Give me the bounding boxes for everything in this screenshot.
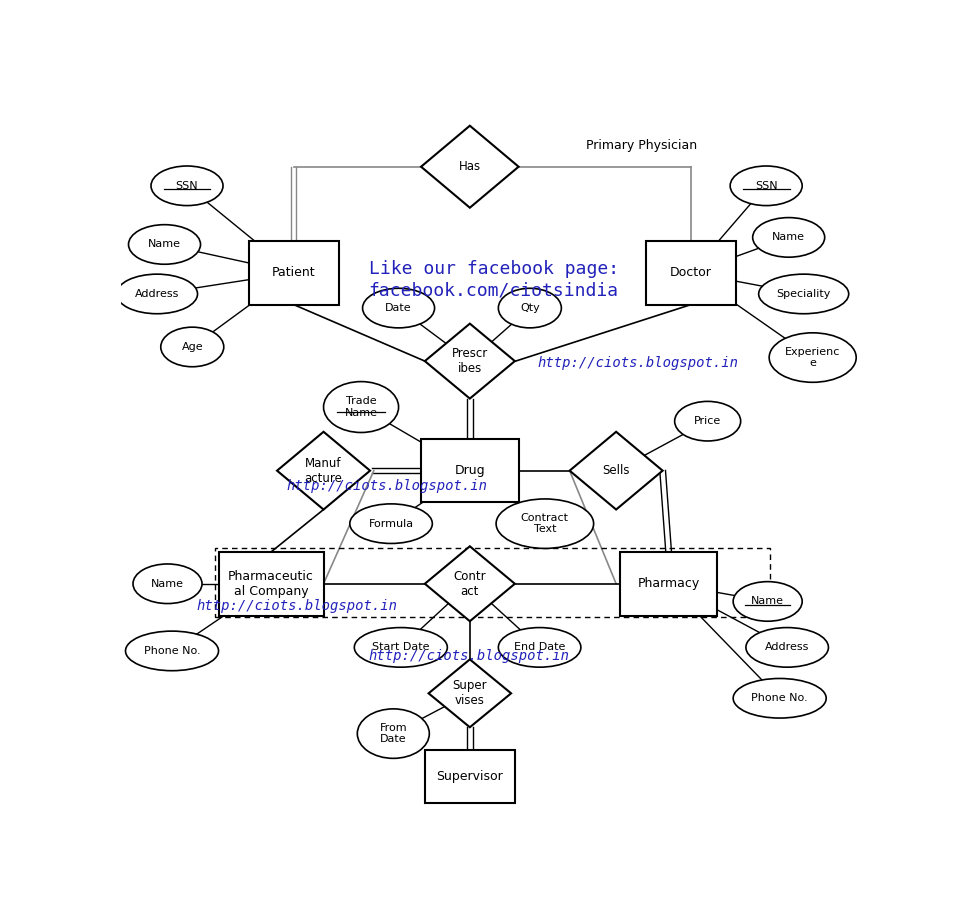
Ellipse shape — [151, 166, 223, 206]
Text: Speciality: Speciality — [776, 289, 831, 299]
Text: Doctor: Doctor — [670, 266, 712, 279]
Text: http://ciots.blogspot.in: http://ciots.blogspot.in — [369, 649, 569, 663]
Polygon shape — [569, 431, 663, 509]
Text: Like our facebook page:
facebook.com/ciotsindia: Like our facebook page: facebook.com/cio… — [369, 261, 619, 299]
Text: Date: Date — [385, 303, 412, 313]
Ellipse shape — [733, 678, 827, 718]
Ellipse shape — [753, 218, 825, 257]
Polygon shape — [425, 324, 515, 398]
Text: Prescr
ibes: Prescr ibes — [452, 347, 488, 375]
Text: Phone No.: Phone No. — [751, 693, 808, 703]
Ellipse shape — [323, 382, 399, 432]
Text: Primary Physician: Primary Physician — [587, 139, 697, 152]
Text: Contract
Text: Contract Text — [521, 513, 569, 534]
Text: End Date: End Date — [514, 643, 565, 653]
Text: Phone No.: Phone No. — [143, 646, 200, 655]
Ellipse shape — [161, 327, 224, 367]
FancyBboxPatch shape — [647, 241, 736, 305]
Ellipse shape — [730, 166, 802, 206]
Text: Pharmaceutic
al Company: Pharmaceutic al Company — [228, 570, 314, 598]
Ellipse shape — [133, 564, 202, 603]
Text: Experienc
e: Experienc e — [785, 347, 840, 368]
Polygon shape — [421, 126, 519, 207]
Text: SSN: SSN — [176, 181, 198, 191]
Ellipse shape — [499, 628, 581, 667]
Ellipse shape — [733, 582, 802, 621]
FancyBboxPatch shape — [219, 552, 323, 616]
Text: Start Date: Start Date — [372, 643, 430, 653]
Text: Price: Price — [694, 416, 721, 426]
Text: Name: Name — [751, 597, 784, 607]
Text: Super
vises: Super vises — [452, 679, 487, 708]
Polygon shape — [425, 546, 515, 621]
Text: SSN: SSN — [755, 181, 777, 191]
Text: Age: Age — [181, 342, 203, 352]
Text: Has: Has — [459, 161, 481, 174]
Text: Name: Name — [148, 240, 181, 250]
Text: Patient: Patient — [272, 266, 316, 279]
Ellipse shape — [116, 274, 197, 314]
Ellipse shape — [759, 274, 849, 314]
Text: Formula: Formula — [369, 519, 413, 529]
Text: Address: Address — [135, 289, 179, 299]
Ellipse shape — [129, 225, 200, 264]
Text: From
Date: From Date — [379, 722, 408, 744]
Ellipse shape — [770, 333, 857, 382]
Ellipse shape — [354, 628, 447, 667]
Text: Supervisor: Supervisor — [437, 769, 503, 782]
Ellipse shape — [349, 504, 433, 543]
Text: Address: Address — [765, 643, 809, 653]
FancyBboxPatch shape — [620, 552, 717, 616]
Polygon shape — [277, 431, 370, 509]
Text: Contr
act: Contr act — [454, 570, 486, 598]
Ellipse shape — [126, 631, 219, 671]
FancyBboxPatch shape — [421, 439, 519, 502]
Text: Name: Name — [151, 578, 184, 588]
Ellipse shape — [363, 288, 435, 328]
Text: http://ciots.blogspot.in: http://ciots.blogspot.in — [287, 479, 487, 493]
Text: Qty: Qty — [520, 303, 540, 313]
FancyBboxPatch shape — [425, 749, 515, 802]
Ellipse shape — [357, 709, 430, 758]
Text: Pharmacy: Pharmacy — [638, 577, 700, 590]
FancyBboxPatch shape — [249, 241, 339, 305]
Ellipse shape — [499, 288, 561, 328]
Text: Trade
Name: Trade Name — [345, 397, 378, 418]
Text: Drug: Drug — [455, 465, 485, 477]
Text: http://ciots.blogspot.in: http://ciots.blogspot.in — [196, 599, 397, 613]
Text: http://ciots.blogspot.in: http://ciots.blogspot.in — [537, 356, 739, 370]
Ellipse shape — [746, 628, 829, 667]
Ellipse shape — [497, 498, 593, 548]
Text: Sells: Sells — [602, 465, 630, 477]
Text: Manuf
acture: Manuf acture — [305, 456, 343, 485]
Text: Name: Name — [772, 232, 805, 242]
Polygon shape — [429, 659, 511, 727]
Ellipse shape — [675, 401, 741, 441]
